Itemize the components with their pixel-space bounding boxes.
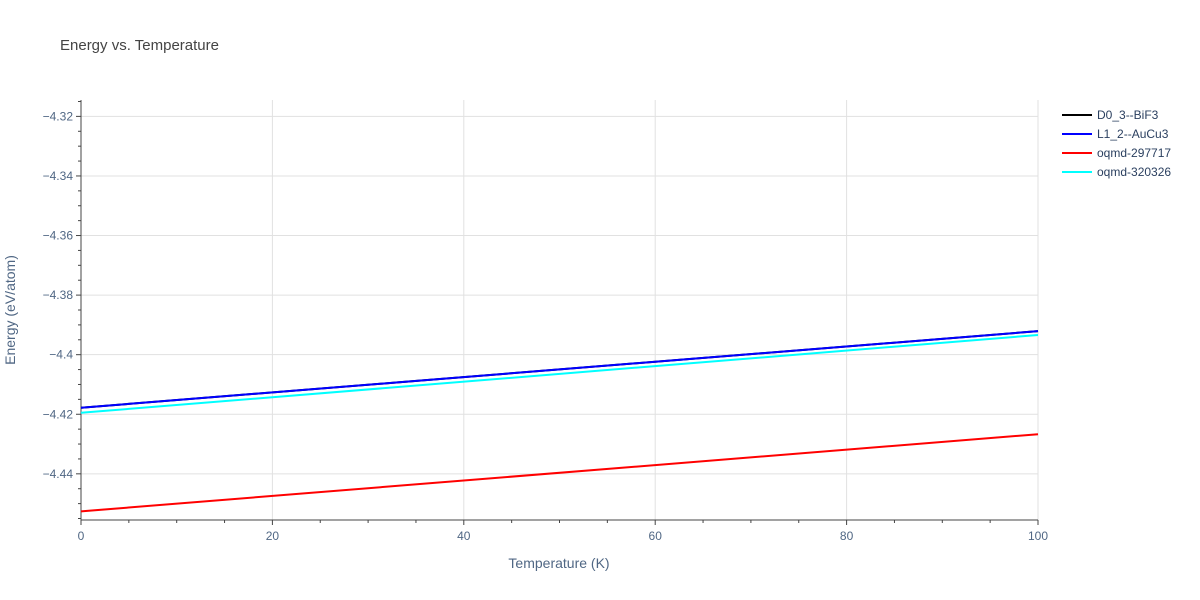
legend-label: D0_3--BiF3: [1097, 108, 1159, 122]
legend-item[interactable]: oqmd-320326: [1062, 165, 1171, 179]
series-line-oqmd-320326: [80, 334, 1039, 414]
y-axis-title: Energy (eV/atom): [2, 255, 18, 365]
x-axis-title: Temperature (K): [508, 555, 609, 571]
series-lines: [80, 330, 1039, 513]
y-tick-label: −4.38: [43, 288, 74, 302]
legend-item[interactable]: D0_3--BiF3: [1062, 108, 1159, 122]
y-tick-label: −4.4: [49, 348, 73, 362]
legend-item[interactable]: oqmd-297717: [1062, 146, 1171, 160]
legend-label: oqmd-297717: [1097, 146, 1171, 160]
x-tick-label: 40: [457, 529, 471, 543]
y-tick-label: −4.32: [43, 109, 74, 123]
x-tick-label: 0: [78, 529, 85, 543]
x-tick-label: 100: [1028, 529, 1048, 543]
series-line-oqmd-297717: [80, 433, 1039, 513]
y-tick-label: −4.42: [43, 407, 74, 421]
legend-item[interactable]: L1_2--AuCu3: [1062, 127, 1169, 141]
chart-title: Energy vs. Temperature: [60, 37, 219, 54]
legend[interactable]: D0_3--BiF3 L1_2--AuCu3 oqmd-297717 oqmd-320…: [1062, 108, 1171, 179]
legend-label: oqmd-320326: [1097, 165, 1171, 179]
y-tick-label: −4.36: [43, 229, 74, 243]
series-line-L1_2--AuCu3: [80, 330, 1039, 409]
y-tick-label: −4.34: [43, 169, 74, 183]
y-tick-label: −4.44: [43, 467, 74, 481]
legend-label: L1_2--AuCu3: [1097, 127, 1169, 141]
axes: [76, 100, 1039, 525]
x-tick-label: 20: [266, 529, 280, 543]
tick-labels: 0 20 40 60 80 100 −4.32 −4.34 −4.36 −4.38 −4.4 −4.4…: [43, 109, 1049, 543]
x-tick-label: 80: [840, 529, 854, 543]
x-tick-label: 60: [649, 529, 663, 543]
grid-lines: [81, 100, 1039, 520]
